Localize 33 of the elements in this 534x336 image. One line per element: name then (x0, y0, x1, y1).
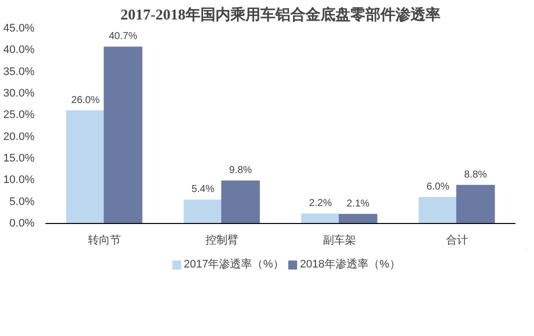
y-tick-label: 35.0% (3, 66, 35, 78)
y-tick-label: 25.0% (3, 109, 35, 122)
y-tick-label: 20.0% (3, 130, 35, 143)
data-label: 6.0% (426, 182, 450, 192)
data-label: 26.0% (71, 94, 100, 106)
x-tick-label: 转向节 (88, 234, 121, 246)
chart-title: 2017-2018年国内乘用车铝合金底盘零部件渗透率 (120, 6, 440, 24)
y-tick-label: 40.0% (3, 44, 35, 56)
x-tick-label: 控制臂 (205, 234, 238, 246)
legend-label: 2018年渗透率（%） (300, 257, 400, 272)
data-label: 5.4% (192, 184, 214, 196)
bar (184, 200, 222, 224)
bar (66, 110, 105, 224)
y-tick-label: 5.0% (9, 196, 35, 208)
data-label: 9.8% (229, 165, 252, 176)
data-label: 8.8% (464, 169, 488, 180)
bar (456, 184, 495, 224)
y-tick-label: 10.0% (3, 174, 35, 186)
bar (221, 180, 260, 224)
y-tick-label: 0.0% (9, 218, 35, 230)
bar (104, 46, 142, 224)
bar (338, 214, 378, 224)
data-label: 40.7% (108, 31, 138, 42)
y-tick-label: 15.0% (3, 152, 35, 164)
x-tick-label: 副车架 (322, 234, 356, 246)
bar (418, 197, 458, 224)
x-tick-label: 合计 (446, 234, 468, 246)
legend-label: 2017年渗透率（%） (184, 257, 284, 272)
y-tick-label: 30.0% (3, 88, 35, 100)
y-tick-label: 45.0% (3, 22, 35, 34)
data-label: 2.1% (346, 198, 370, 210)
bar (301, 213, 340, 224)
data-label: 2.2% (309, 198, 332, 209)
